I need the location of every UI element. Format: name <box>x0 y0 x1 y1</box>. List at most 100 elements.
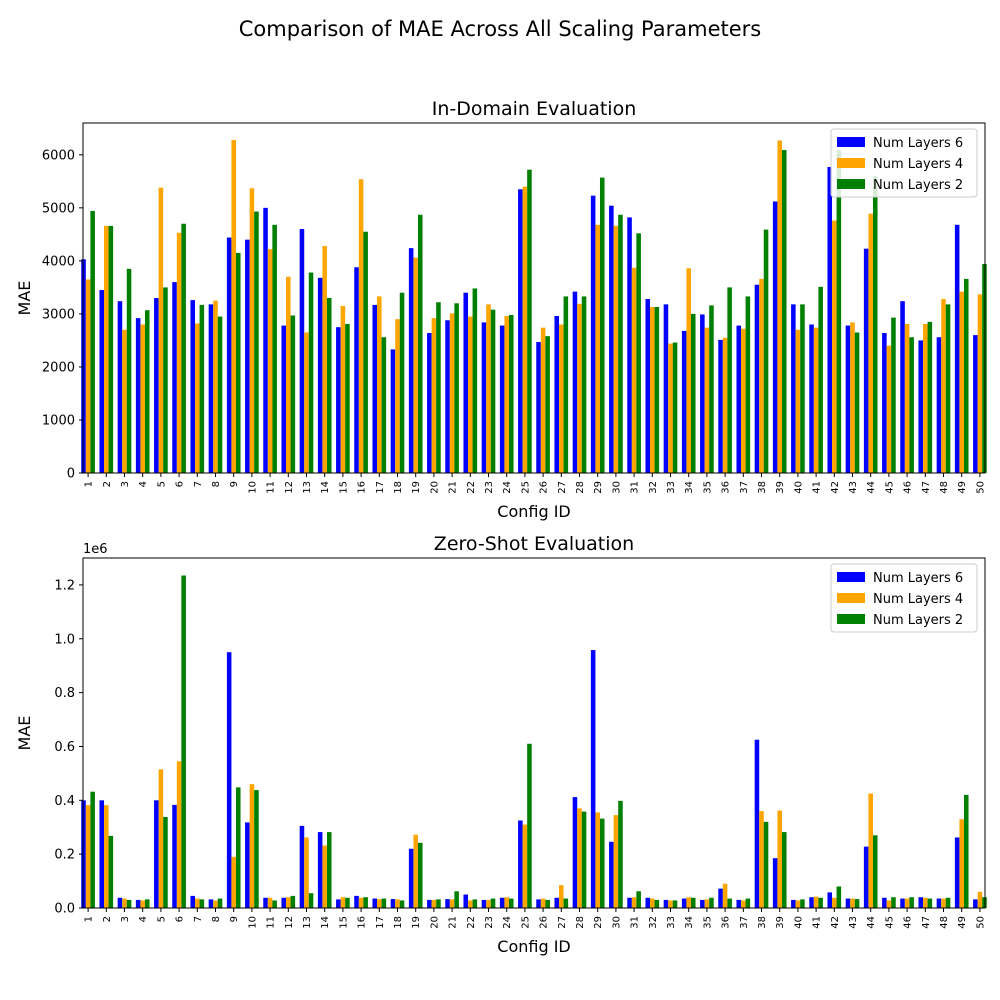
x-tick-label: 39 <box>775 916 786 929</box>
bar-num-layers-2-config-19 <box>417 842 423 908</box>
bar-num-layers-4-config-22 <box>468 900 473 908</box>
x-tick-label: 40 <box>793 916 804 929</box>
bar-num-layers-4-config-26 <box>540 327 546 473</box>
bar-num-layers-4-config-4 <box>140 900 145 908</box>
bar-num-layers-2-config-22 <box>472 288 478 473</box>
x-tick-label: 44 <box>866 481 877 494</box>
bar-num-layers-4-config-43 <box>850 322 855 473</box>
x-tick-label: 35 <box>702 481 713 494</box>
x-tick-label: 11 <box>266 481 277 494</box>
bar-num-layers-2-config-9 <box>235 787 241 908</box>
x-tick-label: 37 <box>739 481 750 494</box>
x-tick-label: 4 <box>138 481 149 487</box>
bar-num-layers-2-config-43 <box>854 332 860 473</box>
x-tick-label: 17 <box>375 916 386 929</box>
bar-num-layers-6-config-12 <box>281 325 287 473</box>
bar-num-layers-2-config-34 <box>690 313 696 473</box>
x-tick-label: 48 <box>939 916 950 929</box>
y-tick-label: 6000 <box>42 148 75 163</box>
bar-num-layers-6-config-9 <box>226 237 232 473</box>
x-tick-label: 21 <box>448 916 459 929</box>
bars <box>81 139 987 474</box>
bar-num-layers-6-config-34 <box>681 898 687 908</box>
legend-swatch <box>837 137 865 147</box>
x-tick-label: 18 <box>393 481 404 494</box>
bar-num-layers-6-config-5 <box>154 298 159 473</box>
bar-num-layers-6-config-38 <box>754 284 760 473</box>
bar-num-layers-2-config-32 <box>654 307 660 473</box>
bar-num-layers-4-config-23 <box>486 304 491 473</box>
bar-num-layers-2-config-4 <box>144 310 150 473</box>
bar-num-layers-6-config-45 <box>882 333 887 473</box>
bar-num-layers-6-config-48 <box>936 898 942 908</box>
x-tick-label: 41 <box>812 481 823 494</box>
bar-num-layers-6-config-14 <box>317 277 323 473</box>
bar-num-layers-4-config-17 <box>377 899 382 908</box>
bar-num-layers-2-config-30 <box>618 800 623 908</box>
y-tick-label: 0 <box>67 467 75 482</box>
bar-num-layers-4-config-40 <box>795 329 801 473</box>
bar-num-layers-4-config-10 <box>249 188 255 473</box>
bar-num-layers-2-config-15 <box>345 323 350 473</box>
x-tick-label: 22 <box>466 916 477 929</box>
x-tick-label: 2 <box>102 916 113 922</box>
bar-num-layers-2-config-34 <box>690 897 696 908</box>
bar-num-layers-2-config-13 <box>308 272 314 473</box>
bar-num-layers-6-config-50 <box>973 899 978 908</box>
x-tick-label: 26 <box>539 481 550 494</box>
x-tick-label: 33 <box>666 481 677 494</box>
bar-num-layers-2-config-36 <box>727 287 732 473</box>
x-tick-label: 4 <box>138 916 149 922</box>
y-tick-label: 0.6 <box>54 740 75 755</box>
x-tick-label: 44 <box>866 916 877 929</box>
bar-num-layers-2-config-47 <box>927 321 933 473</box>
bar-num-layers-4-config-15 <box>340 305 346 473</box>
bar-num-layers-6-config-44 <box>863 248 869 473</box>
bar-num-layers-6-config-5 <box>154 800 159 908</box>
bar-num-layers-4-config-34 <box>686 268 691 473</box>
bar-num-layers-6-config-31 <box>627 897 632 908</box>
bar-num-layers-2-config-44 <box>872 835 878 908</box>
bar-num-layers-6-config-25 <box>518 189 523 473</box>
x-tick-label: 25 <box>520 481 531 494</box>
x-tick-label: 24 <box>502 481 513 494</box>
bar-num-layers-4-config-45 <box>886 345 892 473</box>
x-tick-label: 8 <box>211 481 222 487</box>
x-tick-label: 11 <box>266 916 277 929</box>
bar-num-layers-4-config-25 <box>522 824 528 908</box>
bar-num-layers-4-config-40 <box>795 900 801 908</box>
bar-num-layers-2-config-41 <box>818 897 823 908</box>
bar-num-layers-6-config-18 <box>390 899 396 908</box>
bar-num-layers-6-config-33 <box>663 304 669 473</box>
x-tick-label: 47 <box>921 916 932 929</box>
bar-num-layers-4-config-23 <box>486 899 491 908</box>
bar-num-layers-6-config-38 <box>754 739 760 908</box>
legend-entry: Num Layers 4 <box>873 157 963 172</box>
y-tick-label: 4000 <box>42 254 75 269</box>
bar-num-layers-6-config-46 <box>900 898 905 908</box>
x-tick-label: 28 <box>575 916 586 929</box>
bar-num-layers-4-config-21 <box>449 899 455 908</box>
in-domain-panel: In-Domain Evaluation 0 1000 2000 3000 4000 500… <box>15 98 987 521</box>
bar-num-layers-2-config-25 <box>527 743 532 908</box>
bar-num-layers-4-config-7 <box>195 323 200 473</box>
x-tick-label: 6 <box>175 481 186 487</box>
bar-num-layers-2-config-48 <box>945 304 951 473</box>
x-tick-label: 15 <box>338 481 349 494</box>
bar-num-layers-2-config-27 <box>563 296 569 473</box>
bar-num-layers-6-config-32 <box>645 897 651 908</box>
bar-num-layers-2-config-32 <box>654 899 660 908</box>
bar-num-layers-2-config-39 <box>781 150 787 473</box>
bar-num-layers-2-config-24 <box>508 898 514 908</box>
bar-num-layers-4-config-45 <box>886 900 892 908</box>
bar-num-layers-6-config-29 <box>590 195 596 473</box>
bar-num-layers-2-config-11 <box>272 224 277 473</box>
subplot-title: In-Domain Evaluation <box>432 98 637 120</box>
bar-num-layers-4-config-19 <box>413 257 418 473</box>
x-tick-label: 5 <box>156 916 167 922</box>
bar-num-layers-2-config-50 <box>982 264 987 473</box>
bar-num-layers-2-config-45 <box>891 897 896 908</box>
bar-num-layers-6-config-10 <box>245 239 250 473</box>
bar-num-layers-4-config-25 <box>522 186 528 474</box>
y-tick-label: 1000 <box>42 413 75 428</box>
